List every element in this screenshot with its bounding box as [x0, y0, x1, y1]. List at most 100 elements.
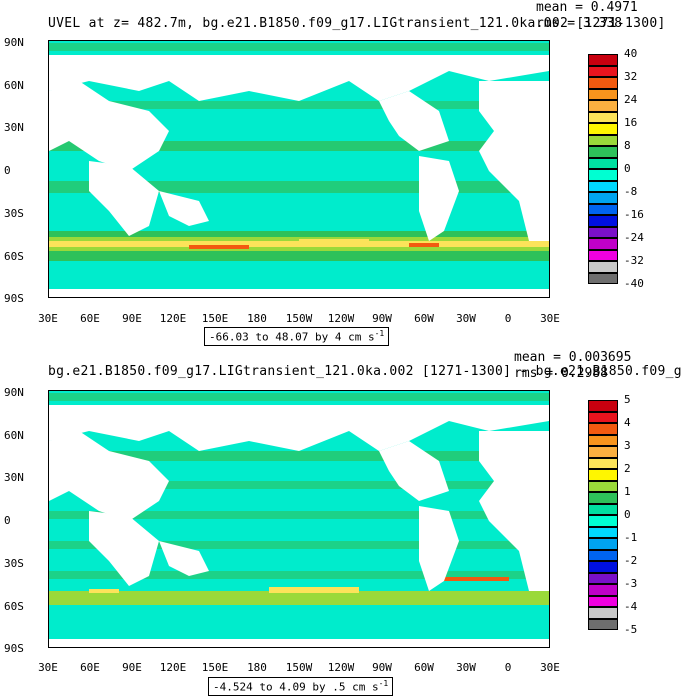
range-unit-exp: -1: [378, 679, 389, 688]
panel-title: bg.e21.B1850.f09_g17.LIGtransient_121.0k…: [48, 364, 682, 379]
lon-tick: 60E: [80, 312, 100, 325]
colorbar-cell: [588, 88, 618, 100]
colorbar-cell: [588, 123, 618, 135]
colorbar-cell: [588, 169, 618, 181]
colorbar-label: -40: [624, 277, 644, 290]
colorbar-cell: [588, 272, 618, 284]
lon-tick: 120W: [327, 661, 355, 674]
lon-tick: 30E: [540, 312, 560, 325]
colorbar-cell: [588, 584, 618, 596]
land-shapes: [49, 405, 549, 647]
colorbar-label: -1: [624, 531, 638, 544]
range-text: -4.524 to 4.09 by .5 cm s: [213, 680, 379, 694]
lon-tick: 0: [504, 312, 512, 325]
colorbar-label: -2: [624, 554, 638, 567]
lon-tick: 120E: [159, 661, 187, 674]
lat-tick: 30N: [4, 471, 24, 484]
colorbar-label: 32: [624, 70, 638, 83]
lon-tick: 30E: [38, 661, 58, 674]
lat-tick: 90N: [4, 36, 24, 49]
colorbar-label: 1: [624, 485, 631, 498]
colorbar-cell: [588, 134, 618, 146]
lon-tick: 180: [247, 312, 267, 325]
rms-stat: rms = 3.338: [536, 16, 623, 31]
colorbar-label: 0: [624, 162, 631, 175]
colorbar-cell: [588, 249, 618, 261]
lon-tick: 30W: [456, 312, 476, 325]
lat-tick: 60S: [4, 250, 24, 263]
lon-tick: 150W: [285, 312, 313, 325]
colorbar-cell: [588, 618, 618, 630]
contour-range-label: -4.524 to 4.09 by .5 cm s-1: [208, 677, 394, 696]
colorbar-cell: [588, 492, 618, 504]
colorbar-cell: [588, 457, 618, 469]
colorbar-label: 3: [624, 439, 631, 452]
colorbar-cell: [588, 434, 618, 446]
colorbar-label: -5: [624, 623, 638, 636]
lat-tick: 30N: [4, 121, 24, 134]
colorbar-label: 2: [624, 462, 631, 475]
lon-tick: 90E: [122, 661, 142, 674]
colorbar-cell: [588, 203, 618, 215]
lon-tick: 30W: [456, 661, 476, 674]
colorbar-cell: [588, 146, 618, 158]
colorbar-cell: [588, 100, 618, 112]
colorbar-label: 8: [624, 139, 631, 152]
colorbar-label: -16: [624, 208, 644, 221]
colorbar-cell: [588, 538, 618, 550]
lon-tick: 120W: [327, 312, 355, 325]
lon-tick: 0: [504, 661, 512, 674]
colorbar-cell: [588, 261, 618, 273]
mean-stat: mean = 0.4971: [536, 0, 638, 15]
colorbar-cell: [588, 77, 618, 89]
colorbar-cell: [588, 411, 618, 423]
colorbar-cell: [588, 595, 618, 607]
lon-tick: 120E: [159, 312, 187, 325]
colorbar-cell: [588, 607, 618, 619]
lon-tick: 150E: [201, 661, 229, 674]
mean-stat: mean = 0.003695: [514, 350, 632, 365]
colorbar-cell: [588, 54, 618, 66]
lat-tick: 60S: [4, 600, 24, 613]
map-plot: [48, 40, 550, 298]
lat-tick: 60N: [4, 429, 24, 442]
colorbar-cell: [588, 515, 618, 527]
colorbar-cell: [588, 526, 618, 538]
colorbar-label: 24: [624, 93, 638, 106]
colorbar-cell: [588, 400, 618, 412]
colorbar-label: -24: [624, 231, 644, 244]
lon-tick: 90E: [122, 312, 142, 325]
panel-title: UVEL at z= 482.7m, bg.e21.B1850.f09_g17.…: [48, 16, 666, 31]
range-text: -66.03 to 48.07 by 4 cm s: [209, 330, 375, 344]
map-plot: [48, 390, 550, 648]
lon-tick: 180: [247, 661, 267, 674]
colorbar-cell: [588, 469, 618, 481]
colorbar-cell: [588, 503, 618, 515]
range-unit-exp: -1: [374, 329, 385, 338]
colorbar-cell: [588, 238, 618, 250]
lon-tick: 90W: [372, 312, 392, 325]
contour-range-label: -66.03 to 48.07 by 4 cm s-1: [204, 327, 390, 346]
colorbar-cell: [588, 111, 618, 123]
colorbar-cell: [588, 572, 618, 584]
colorbar-label: 16: [624, 116, 638, 129]
lat-tick: 90S: [4, 642, 24, 655]
lon-tick: 30E: [38, 312, 58, 325]
colorbar-label: -8: [624, 185, 638, 198]
lat-tick: 30S: [4, 207, 24, 220]
colorbar-label: -3: [624, 577, 638, 590]
panel-top: UVEL at z= 482.7m, bg.e21.B1850.f09_g17.…: [4, 0, 666, 346]
panel-bottom: bg.e21.B1850.f09_g17.LIGtransient_121.0k…: [0, 350, 700, 700]
colorbar: [588, 54, 618, 284]
colorbar-cell: [588, 446, 618, 458]
colorbar-label: 5: [624, 393, 631, 406]
colorbar-cell: [588, 157, 618, 169]
colorbar-label: 40: [624, 47, 638, 60]
land-shapes: [49, 55, 549, 297]
lat-tick: 30S: [4, 557, 24, 570]
colorbar-cell: [588, 549, 618, 561]
lat-tick: 90S: [4, 292, 24, 305]
colorbar-label: -4: [624, 600, 638, 613]
colorbar-cell: [588, 480, 618, 492]
lon-tick: 60W: [414, 661, 434, 674]
